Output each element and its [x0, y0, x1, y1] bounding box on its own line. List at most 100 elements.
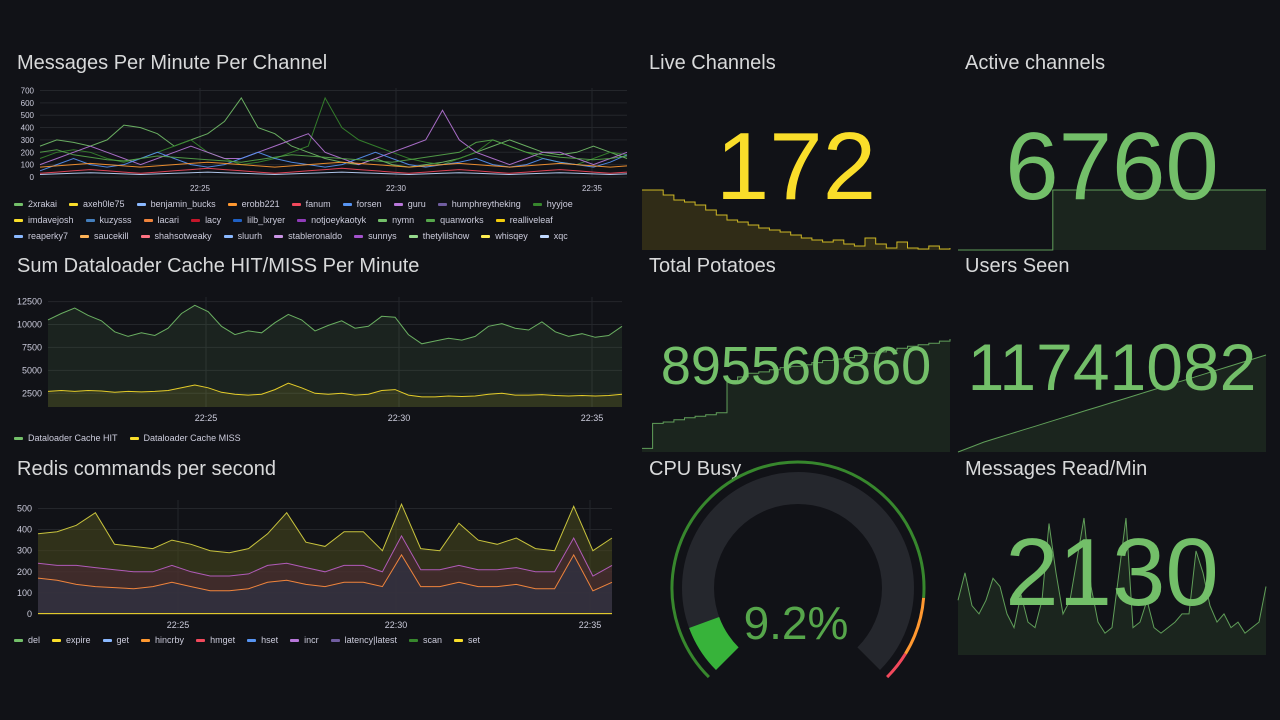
panel-title[interactable]: Redis commands per second [17, 458, 277, 480]
users-seen-value: 11741082 [967, 330, 1257, 404]
legend-label: reaperky7 [28, 231, 69, 241]
legend-item[interactable]: get [102, 632, 129, 648]
sparkline-area [642, 190, 950, 250]
legend-item[interactable]: quanworks [426, 212, 484, 228]
legend-item[interactable]: hyyjoe [532, 196, 573, 212]
dataloader-cache-chart[interactable]: 2500 5000 7500 10000 12500 22:25 22:30 22:35 [10, 255, 630, 430]
panel-title[interactable]: Messages Per Minute Per Channel [17, 52, 328, 74]
legend-item[interactable]: shahsotweaky [140, 228, 212, 244]
total-potatoes-value: 895560860 [660, 336, 932, 396]
legend-label: realliveleaf [509, 215, 553, 225]
legend-swatch [291, 202, 301, 206]
panel-title[interactable]: Total Potatoes [649, 255, 776, 277]
x-tick-label: 22:30 [386, 184, 407, 193]
panel-dataloader-cache: Sum Dataloader Cache HIT/MISS Per Minute… [10, 255, 630, 450]
legend-label: notjoeykaotyk [311, 215, 367, 225]
legend-item[interactable]: notjoeykaotyk [297, 212, 366, 228]
legend-label: sluurh [237, 231, 263, 241]
sparkline-line [957, 517, 1267, 634]
panel-title[interactable]: Live Channels [649, 52, 776, 74]
legend-label: set [468, 635, 481, 645]
legend-swatch [52, 638, 62, 642]
legend-item[interactable]: 2xrakai [14, 196, 57, 212]
legend-label: guru [407, 199, 426, 209]
legend-swatch [495, 218, 505, 222]
legend-swatch [140, 234, 150, 238]
legend-item[interactable]: realliveleaf [495, 212, 553, 228]
messages-per-minute-legend: 2xrakai axeh0le75 benjamin_bucks erobb221 fa… [14, 196, 614, 244]
legend-item[interactable]: xqc [539, 228, 568, 244]
legend-swatch [330, 638, 340, 642]
legend-item[interactable]: saucekill [80, 228, 129, 244]
y-tick-label: 10000 [17, 320, 42, 330]
legend-swatch [539, 234, 549, 238]
legend-swatch [223, 234, 233, 238]
legend-label: expire [66, 635, 91, 645]
legend-item[interactable]: reaperky7 [14, 228, 68, 244]
legend-item[interactable]: axeh0le75 [69, 196, 125, 212]
redis-commands-chart[interactable]: 0 100 200 300 400 500 22:25 22:30 22:35 [10, 458, 630, 633]
legend-swatch [408, 638, 418, 642]
legend-swatch [233, 218, 243, 222]
legend-item[interactable]: incr [290, 632, 319, 648]
legend-swatch [143, 218, 153, 222]
total-potatoes-sparkline [642, 339, 951, 452]
legend-item[interactable]: humphreytheking [437, 196, 521, 212]
panel-title[interactable]: Sum Dataloader Cache HIT/MISS Per Minute [17, 255, 420, 277]
legend-item[interactable]: fanum [291, 196, 331, 212]
legend-item[interactable]: hmget [196, 632, 235, 648]
sparkline-line [958, 189, 1266, 251]
legend-item[interactable]: lacy [191, 212, 221, 228]
users-seen-sparkline [957, 354, 1267, 453]
legend-item[interactable]: set [454, 632, 480, 648]
legend-swatch [102, 638, 112, 642]
legend-label: forsen [356, 199, 382, 209]
x-tick-label: 22:35 [579, 620, 602, 630]
legend-item[interactable]: thetylilshow [408, 228, 469, 244]
panel-title[interactable]: Messages Read/Min [965, 458, 1148, 480]
legend-item[interactable]: whisqey [481, 228, 528, 244]
legend-label: whisqey [495, 231, 528, 241]
legend-item[interactable]: erobb221 [227, 196, 280, 212]
legend-item[interactable]: benjamin_bucks [136, 196, 216, 212]
cpu-busy-gauge [670, 460, 926, 679]
legend-swatch [191, 218, 201, 222]
y-tick-label: 500 [21, 111, 35, 120]
legend-item[interactable]: nymn [378, 212, 414, 228]
legend-swatch [408, 234, 418, 238]
panel-title[interactable]: CPU Busy [649, 458, 742, 480]
panel-title[interactable]: Active channels [965, 52, 1106, 74]
legend-label: lacari [157, 215, 180, 225]
legend-item[interactable]: forsen [342, 196, 382, 212]
y-tick-label: 400 [17, 525, 32, 535]
messages-per-minute-chart[interactable]: 0 100 200 300 400 500 600 700 22:25 22:30 22:35 [10, 52, 630, 193]
dataloader-cache-legend: Dataloader Cache HIT Dataloader Cache MIS… [14, 430, 614, 446]
legend-item[interactable]: latency|latest [330, 632, 397, 648]
legend-swatch [136, 202, 146, 206]
legend-item[interactable]: lilb_lxryer [233, 212, 285, 228]
legend-item[interactable]: lacari [143, 212, 180, 228]
legend-item[interactable]: scan [408, 632, 442, 648]
legend-item[interactable]: del [14, 632, 40, 648]
legend-swatch [426, 218, 436, 222]
legend-label: hset [261, 635, 279, 645]
series-area [48, 383, 622, 407]
legend-item[interactable]: Dataloader Cache HIT [14, 430, 118, 446]
legend-item[interactable]: kuzysss [85, 212, 132, 228]
legend-label: stableronaldo [288, 231, 343, 241]
legend-item[interactable]: sunnys [354, 228, 397, 244]
legend-label: hmget [210, 635, 236, 645]
legend-item[interactable]: Dataloader Cache MISS [129, 430, 241, 446]
series-line-forsen [39, 151, 628, 172]
live-channels-sparkline [642, 189, 951, 250]
legend-item[interactable]: guru [393, 196, 426, 212]
legend-item[interactable]: hset [247, 632, 278, 648]
legend-item[interactable]: sluurh [223, 228, 263, 244]
panel-title[interactable]: Users Seen [965, 255, 1070, 277]
legend-label: Dataloader Cache HIT [28, 433, 118, 443]
legend-item[interactable]: expire [52, 632, 91, 648]
legend-item[interactable]: imdavejosh [14, 212, 74, 228]
y-tick-label: 300 [17, 546, 32, 556]
legend-item[interactable]: hincrby [141, 632, 184, 648]
legend-item[interactable]: stableronaldo [274, 228, 342, 244]
